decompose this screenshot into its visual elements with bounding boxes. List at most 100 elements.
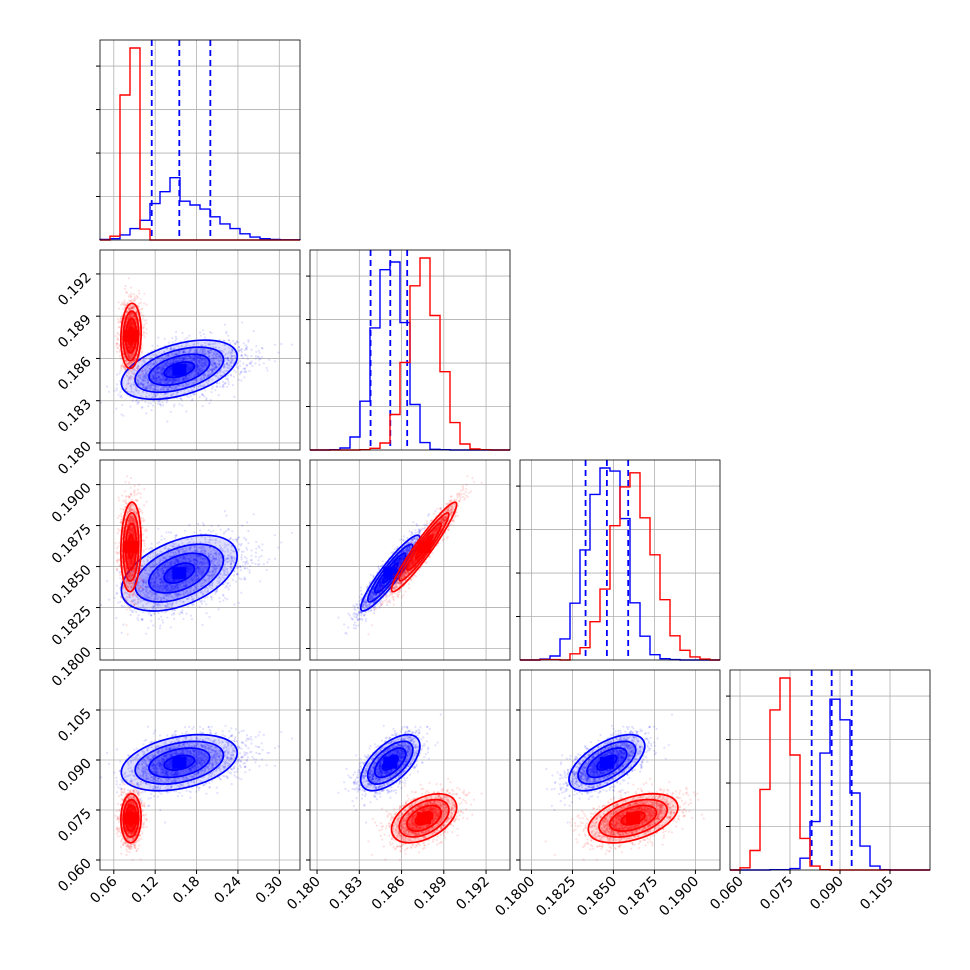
scatter-point — [200, 370, 203, 373]
scatter-point — [234, 342, 237, 345]
scatter-point — [201, 350, 205, 354]
scatter-point — [174, 353, 177, 356]
scatter-point — [159, 371, 162, 374]
scatter-point — [211, 385, 214, 388]
scatter-point — [251, 364, 254, 367]
scatter-point — [213, 356, 216, 359]
scatter-point — [169, 394, 172, 397]
scatter-point — [214, 366, 217, 369]
scatter-point — [194, 368, 197, 371]
scatter-point — [160, 369, 163, 372]
scatter-point — [186, 365, 189, 368]
scatter-point — [182, 351, 185, 354]
scatter-point — [202, 351, 205, 354]
scatter-point — [224, 357, 227, 360]
scatter-point — [202, 377, 206, 380]
scatter-point — [129, 377, 132, 380]
scatter-point — [213, 366, 216, 369]
scatter-point — [156, 386, 159, 389]
scatter-point — [131, 323, 134, 326]
scatter-point — [215, 385, 218, 389]
scatter-point — [130, 390, 134, 393]
scatter-point — [198, 351, 201, 354]
scatter-point — [203, 361, 206, 364]
scatter-point — [143, 379, 146, 382]
scatter-point — [204, 373, 207, 377]
scatter-point — [166, 372, 169, 375]
scatter-point — [115, 344, 118, 347]
scatter-point — [260, 346, 264, 350]
scatter-point — [133, 351, 136, 354]
scatter-point — [152, 363, 156, 366]
scatter-point — [130, 307, 133, 310]
scatter-point — [157, 376, 160, 379]
scatter-point — [202, 352, 205, 356]
scatter-point — [127, 324, 130, 327]
scatter-point — [130, 316, 133, 319]
scatter-point — [180, 379, 183, 383]
scatter-point — [141, 391, 145, 394]
scatter-point — [128, 372, 131, 375]
scatter-point — [171, 380, 175, 383]
scatter-point — [173, 360, 176, 363]
scatter-point — [127, 382, 130, 385]
scatter-point — [208, 354, 211, 358]
scatter-point — [148, 357, 151, 361]
scatter-point — [228, 367, 231, 370]
scatter-point — [191, 397, 194, 400]
scatter-point — [182, 358, 185, 361]
scatter-point — [191, 365, 194, 368]
scatter-point — [184, 376, 187, 380]
scatter-point — [209, 368, 212, 372]
scatter-point — [131, 322, 134, 325]
scatter-point — [155, 354, 158, 357]
scatter-point — [105, 385, 109, 388]
scatter-point — [133, 373, 136, 376]
scatter-point — [155, 376, 158, 379]
scatter-point — [144, 369, 147, 372]
scatter-point — [119, 391, 122, 394]
scatter-point — [184, 385, 187, 388]
scatter-point — [238, 350, 241, 353]
scatter-point — [159, 374, 162, 377]
scatter-point — [165, 378, 168, 381]
scatter-point — [147, 386, 150, 390]
scatter-point — [169, 378, 172, 382]
scatter-point — [215, 355, 218, 358]
scatter-point — [206, 374, 209, 377]
scatter-point — [218, 360, 222, 363]
scatter-point — [165, 362, 168, 366]
scatter-point — [137, 391, 140, 395]
scatter-point — [192, 393, 196, 396]
scatter-point — [185, 383, 189, 386]
scatter-point — [207, 349, 210, 352]
scatter-point — [151, 374, 154, 377]
scatter-point — [165, 377, 168, 380]
scatter-point — [159, 377, 162, 381]
scatter-point — [122, 414, 125, 417]
scatter-point — [168, 370, 171, 373]
scatter-point — [165, 363, 168, 366]
scatter-point — [186, 364, 189, 367]
scatter-point — [202, 376, 206, 379]
scatter-point — [182, 352, 185, 355]
scatter-point — [159, 365, 162, 368]
scatter-point — [188, 368, 192, 371]
scatter-point — [188, 363, 191, 366]
scatter-point — [242, 367, 245, 370]
scatter-point — [213, 353, 216, 356]
scatter-point — [150, 385, 153, 388]
scatter-point — [186, 344, 189, 347]
scatter-point — [174, 360, 178, 363]
scatter-point — [180, 389, 183, 393]
scatter-point — [133, 377, 136, 380]
scatter-point — [129, 346, 132, 349]
scatter-point — [196, 365, 199, 368]
scatter-point — [163, 364, 166, 368]
scatter-point — [170, 386, 173, 390]
scatter-point — [214, 389, 217, 392]
scatter-point — [129, 322, 132, 325]
scatter-point — [166, 616, 169, 619]
scatter-point — [131, 346, 134, 349]
scatter-point — [135, 294, 138, 297]
